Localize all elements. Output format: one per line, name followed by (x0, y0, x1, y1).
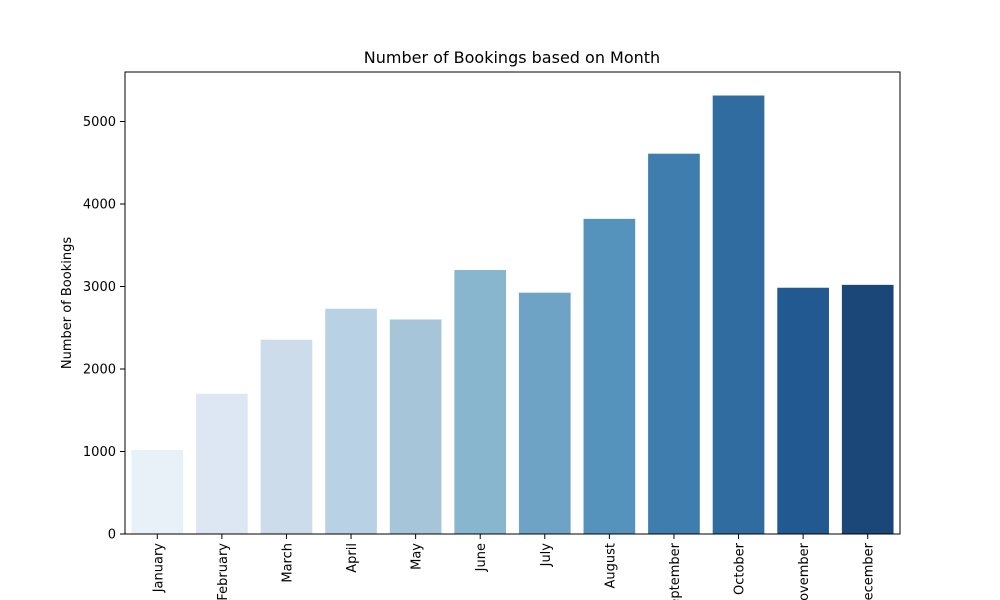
x-tick-label: May (410, 543, 425, 570)
y-tick-label: 4000 (83, 198, 116, 213)
y-axis-title: Number of Bookings (60, 237, 75, 369)
plot-frame (124, 71, 901, 535)
y-tick-label: 2000 (83, 363, 116, 378)
x-tick-label: September (668, 542, 683, 600)
bar-may (389, 319, 442, 534)
bars-group (131, 95, 894, 535)
bar-february (196, 393, 248, 534)
bar-june (454, 270, 507, 534)
bar-november (777, 287, 829, 534)
bar-july (518, 292, 571, 534)
bar-august (583, 218, 636, 534)
bar-december (841, 284, 894, 534)
bar-april (325, 308, 377, 534)
x-tick-label: October (733, 542, 748, 595)
x-tick-label: February (216, 543, 231, 600)
x-tick-label: March (280, 543, 295, 583)
y-axis: 0 1000 2000 3000 4000 5000 (83, 115, 125, 543)
bar-january (131, 449, 184, 534)
x-tick-label: November (797, 542, 812, 600)
y-tick-label: 3000 (83, 280, 116, 295)
y-tick-label: 5000 (83, 115, 116, 130)
bar-october (712, 95, 765, 534)
y-tick-label: 0 (108, 528, 116, 543)
x-tick-label: August (603, 543, 618, 589)
x-tick-label: January (151, 543, 166, 594)
x-tick-label: June (474, 543, 489, 572)
x-tick-label: December (862, 542, 877, 600)
y-tick-label: 1000 (83, 445, 116, 460)
x-tick-label: April (345, 543, 360, 573)
chart-title: Number of Bookings based on Month (364, 48, 660, 67)
bar-september (648, 153, 700, 535)
x-tick-label: July (539, 543, 554, 568)
x-axis: January February March April May June July Augu… (151, 534, 877, 600)
bar-march (260, 339, 313, 534)
